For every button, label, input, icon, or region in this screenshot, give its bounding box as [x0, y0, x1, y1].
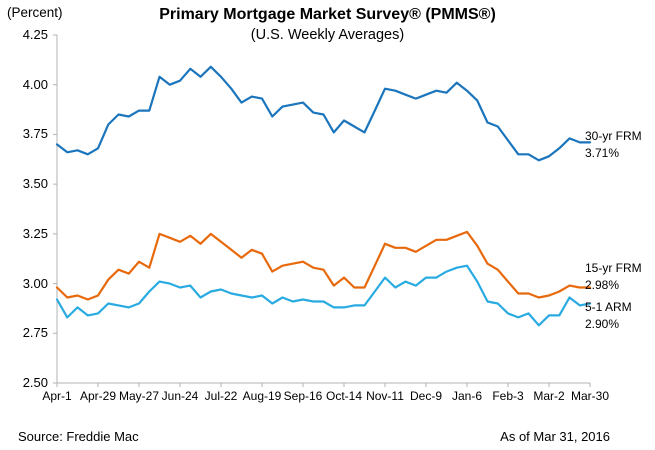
series-label-15yr-frm: 15-yr FRM 2.98%	[585, 260, 642, 294]
series-name-30yr-frm: 30-yr FRM	[585, 129, 642, 143]
series-line-5-1-arm	[55, 264, 592, 327]
x-tick-label: Jan-6	[451, 389, 483, 403]
series-line-30-yr-frm	[55, 65, 592, 162]
x-tick-label: Jun-24	[161, 389, 199, 403]
x-tick-label: Feb-3	[492, 389, 524, 403]
as-of-date: As of Mar 31, 2016	[500, 429, 610, 444]
y-tick-label: 3.75	[22, 126, 48, 142]
x-tick-label: May-27	[118, 389, 159, 403]
y-tick-label: 2.75	[22, 325, 48, 341]
series-end-value-15yr-frm: 2.98%	[585, 278, 620, 292]
y-tick-label: 2.50	[22, 375, 48, 390]
x-tick-label: Dec-9	[409, 389, 442, 403]
chart-title: Primary Mortgage Market Survey® (PMMS®)	[159, 6, 496, 23]
y-tick-label: 3.50	[22, 176, 48, 192]
chart-subtitle: (U.S. Weekly Averages)	[250, 27, 405, 43]
x-tick-label: Nov-11	[366, 389, 404, 403]
series-line-15-yr-frm	[55, 230, 592, 301]
y-tick-label: 3.00	[22, 275, 48, 291]
series-end-value-5-1-arm: 2.90%	[585, 317, 620, 331]
x-tick-label: Mar-30	[570, 389, 609, 403]
series-label-30yr-frm: 30-yr FRM 3.71%	[585, 128, 642, 162]
x-tick-label: Apr-1	[42, 389, 72, 403]
x-tick-label: Jul-22	[204, 389, 238, 403]
series-end-value-30yr-frm: 3.71%	[585, 146, 620, 160]
series-name-15yr-frm: 15-yr FRM	[585, 261, 642, 275]
y-axis-title: (Percent)	[7, 5, 63, 20]
x-tick-label: Sep-16	[283, 389, 323, 403]
series-name-5-1-arm: 5-1 ARM	[585, 300, 632, 314]
x-tick-label: Apr-29	[79, 389, 117, 403]
y-tick-label: 3.25	[22, 225, 48, 241]
x-tick-label: Aug-19	[242, 389, 282, 403]
x-tick-label: Oct-14	[325, 389, 362, 403]
series-label-5-1-arm: 5-1 ARM 2.90%	[585, 299, 632, 333]
y-tick-label: 4.00	[22, 76, 48, 92]
x-tick-label: Mar-2	[533, 389, 565, 403]
source-note: Source: Freddie Mac	[18, 429, 139, 444]
y-tick-label: 4.25	[22, 27, 48, 42]
